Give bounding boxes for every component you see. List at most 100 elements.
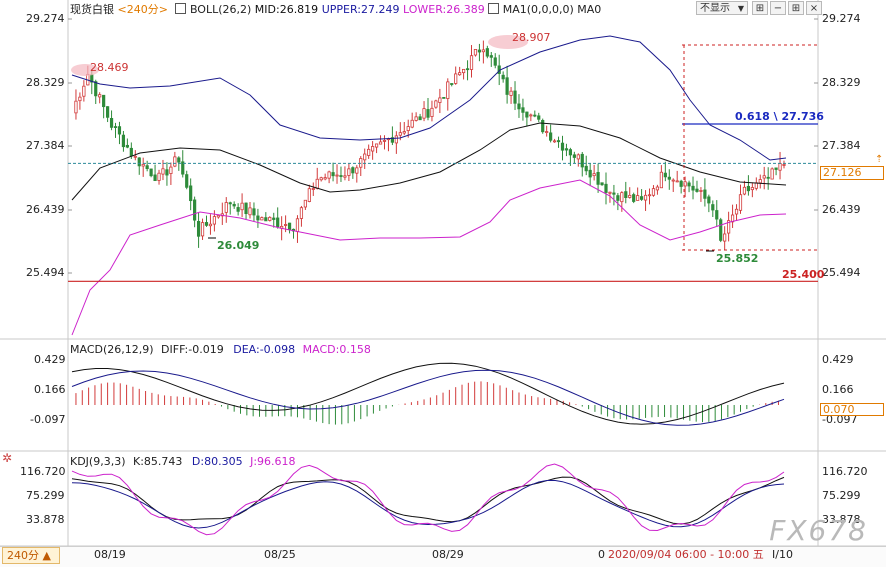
kdj-j: J:96.618 [250, 455, 296, 468]
candle-body [181, 161, 185, 175]
boll-upper-line [71, 35, 787, 161]
macd-axis-label-left: 0.166 [34, 383, 66, 396]
boll-checkbox[interactable] [175, 3, 187, 14]
candle-body [193, 199, 197, 221]
candle-body [580, 153, 584, 168]
candle-body [208, 223, 213, 227]
candle-body [315, 178, 319, 189]
candle-body [149, 168, 153, 177]
maximize-icon[interactable]: ⊞ [788, 1, 804, 15]
boll-lower-line [71, 179, 787, 336]
candle-body [236, 207, 240, 212]
candle-body [414, 116, 418, 121]
candle-body [687, 182, 691, 187]
candle-body [256, 215, 260, 221]
candle-body [422, 108, 426, 119]
kdj-k-line [71, 476, 785, 525]
candle-body [521, 107, 525, 113]
candle-body [303, 199, 307, 208]
candle-body [537, 115, 541, 120]
candle-body [485, 48, 489, 57]
candle-body [632, 194, 636, 202]
candle-body [715, 210, 719, 220]
watermark-logo: FX678 [769, 514, 868, 547]
candle-body [438, 97, 442, 103]
display-select[interactable]: 不显示 ▼ [696, 1, 748, 15]
candle-body [98, 94, 102, 98]
candle-body [82, 85, 86, 97]
candle-body [738, 194, 743, 211]
candle-body [766, 176, 770, 179]
candle-body [663, 172, 667, 178]
candle-body [430, 107, 434, 117]
candle-body [711, 204, 715, 211]
boll-lower: LOWER:26.389 [402, 3, 485, 16]
candle-body [469, 55, 474, 70]
candle-body [509, 90, 513, 96]
candle-body [600, 182, 604, 186]
candle-body [446, 81, 450, 99]
display-select-value: 不显示 [700, 3, 730, 14]
candle-body [343, 175, 347, 178]
fib-level-label: 0.618 \ 27.736 [735, 110, 824, 123]
candle-body [185, 174, 189, 188]
candle-body [651, 188, 656, 196]
high-label: 28.907 [512, 31, 551, 44]
candle-body [74, 100, 78, 114]
candle-body [228, 202, 232, 205]
macd-diff-line [71, 362, 785, 425]
candle-body [106, 106, 110, 118]
candle-body [402, 131, 406, 134]
ma-checkbox[interactable] [488, 3, 500, 14]
timeframe-button[interactable]: 240分 ▲ [2, 547, 60, 564]
candle-body [327, 171, 331, 179]
candle-body [268, 216, 272, 221]
candle-body [758, 179, 762, 184]
candle-body [592, 173, 596, 177]
candle-body [774, 167, 778, 170]
candle-body [750, 187, 754, 191]
macd-value: MACD:0.158 [302, 343, 371, 356]
kdj-j-line [71, 463, 785, 536]
period-label[interactable]: <240分> [117, 3, 168, 16]
candle-body [461, 68, 466, 74]
close-icon[interactable]: × [806, 1, 822, 15]
candle-body [659, 171, 663, 189]
candle-body [347, 168, 351, 176]
candle-body [200, 222, 205, 237]
candle-body [173, 156, 177, 167]
candle-body [102, 94, 106, 108]
candle-body [406, 126, 410, 131]
candle-body [616, 195, 620, 201]
candle-body [398, 132, 402, 136]
candle-body [355, 167, 359, 174]
candles [74, 40, 786, 250]
candle-body [283, 224, 288, 226]
candle-body [742, 186, 747, 195]
candle-body [541, 119, 545, 133]
candle-body [719, 219, 723, 241]
candle-body [133, 155, 137, 158]
candle-body [647, 194, 652, 197]
candle-body [244, 202, 248, 215]
time-axis-label: 08/25 [264, 548, 296, 561]
candle-body [371, 146, 375, 152]
candle-body [679, 180, 683, 187]
settings-icon[interactable]: ✲ [2, 451, 13, 465]
candle-body [311, 188, 315, 190]
candle-body [378, 141, 383, 145]
minimize-icon[interactable]: − [770, 1, 786, 15]
high-marker [71, 64, 99, 76]
candle-body [295, 218, 300, 232]
price-axis-label-left: 27.384 [26, 139, 65, 152]
candle-body [335, 174, 339, 177]
grid-icon[interactable]: ⊞ [752, 1, 768, 15]
candle-body [695, 188, 699, 192]
kdj-axis-label-left: 116.720 [20, 465, 66, 478]
candle-body [307, 188, 311, 202]
candle-body [572, 154, 576, 158]
candle-body [628, 194, 632, 198]
kdj-axis-label: 33.878 [822, 513, 861, 526]
price-axis-label: 27.384 [822, 139, 861, 152]
